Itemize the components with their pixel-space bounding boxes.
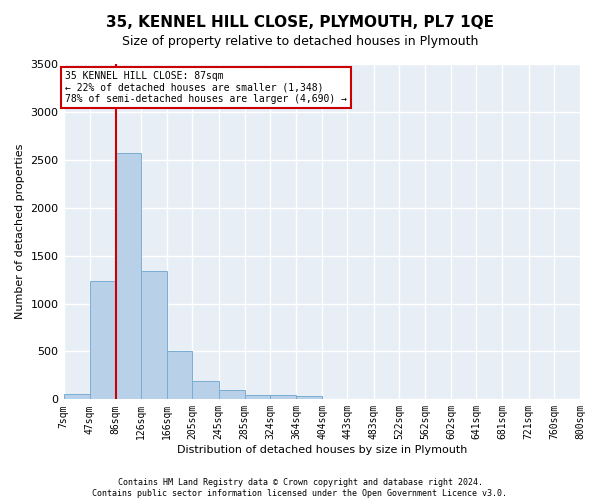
Bar xyxy=(89,280,115,400)
Y-axis label: Number of detached properties: Number of detached properties xyxy=(15,144,25,320)
Bar xyxy=(64,394,89,400)
Bar xyxy=(115,153,141,400)
Text: 35, KENNEL HILL CLOSE, PLYMOUTH, PL7 1QE: 35, KENNEL HILL CLOSE, PLYMOUTH, PL7 1QE xyxy=(106,15,494,30)
Bar xyxy=(193,380,218,400)
Bar xyxy=(167,352,193,400)
Text: 35 KENNEL HILL CLOSE: 87sqm
← 22% of detached houses are smaller (1,348)
78% of : 35 KENNEL HILL CLOSE: 87sqm ← 22% of det… xyxy=(65,70,347,104)
Bar xyxy=(141,271,167,400)
X-axis label: Distribution of detached houses by size in Plymouth: Distribution of detached houses by size … xyxy=(176,445,467,455)
Bar xyxy=(270,394,296,400)
Bar xyxy=(218,390,245,400)
Bar xyxy=(296,396,322,400)
Text: Contains HM Land Registry data © Crown copyright and database right 2024.
Contai: Contains HM Land Registry data © Crown c… xyxy=(92,478,508,498)
Text: Size of property relative to detached houses in Plymouth: Size of property relative to detached ho… xyxy=(122,35,478,48)
Bar xyxy=(245,394,270,400)
